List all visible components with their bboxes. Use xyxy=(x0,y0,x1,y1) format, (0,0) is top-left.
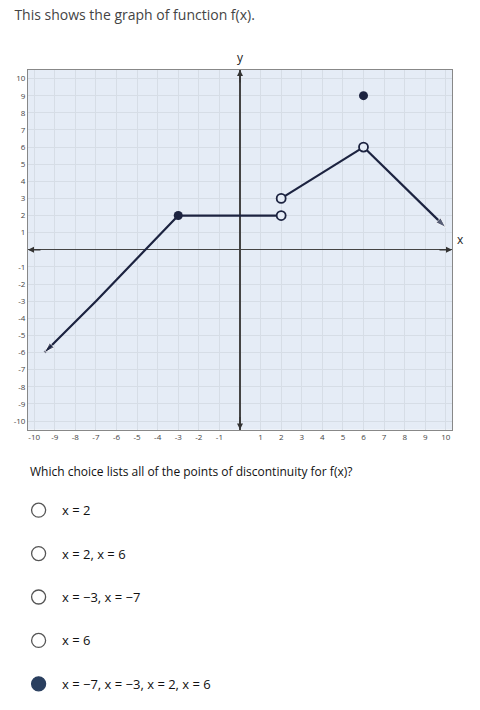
svg-text:x = 2: x = 2 xyxy=(62,501,90,519)
svg-text:x = −7, x = −3, x = 2, x = 6: x = −7, x = −3, x = 2, x = 6 xyxy=(62,675,211,693)
svg-text:-1: -1 xyxy=(18,261,25,272)
svg-text:-8: -8 xyxy=(72,431,80,442)
svg-text:-6: -6 xyxy=(113,431,121,442)
svg-text:3: 3 xyxy=(299,431,304,442)
svg-text:-3: -3 xyxy=(175,431,183,442)
svg-text:3: 3 xyxy=(21,192,26,203)
svg-text:-2: -2 xyxy=(18,278,26,289)
svg-text:-9: -9 xyxy=(18,398,26,409)
svg-text:y: y xyxy=(237,49,244,66)
svg-text:-7: -7 xyxy=(92,431,100,442)
svg-text:x = 2, x = 6: x = 2, x = 6 xyxy=(62,545,126,563)
svg-text:x = 6: x = 6 xyxy=(62,631,90,649)
svg-text:-10: -10 xyxy=(28,431,40,442)
svg-text:9: 9 xyxy=(423,431,428,442)
svg-text:1: 1 xyxy=(21,226,26,237)
svg-text:-6: -6 xyxy=(18,346,26,357)
svg-text:6: 6 xyxy=(361,431,366,442)
svg-text:-5: -5 xyxy=(18,329,26,340)
svg-text:-9: -9 xyxy=(51,431,59,442)
svg-text:-3: -3 xyxy=(18,295,26,306)
svg-text:8: 8 xyxy=(402,431,407,442)
svg-text:-8: -8 xyxy=(18,381,26,392)
svg-text:x: x xyxy=(457,231,464,248)
svg-text:5: 5 xyxy=(21,158,26,169)
svg-text:4: 4 xyxy=(320,431,325,442)
svg-text:1: 1 xyxy=(258,431,263,442)
svg-text:5: 5 xyxy=(341,431,346,442)
svg-text:-10: -10 xyxy=(14,415,26,426)
svg-text:10: 10 xyxy=(16,72,26,83)
svg-text:6: 6 xyxy=(21,141,26,152)
svg-text:-2: -2 xyxy=(195,431,203,442)
svg-text:7: 7 xyxy=(21,124,26,135)
svg-text:10: 10 xyxy=(441,431,451,442)
svg-text:8: 8 xyxy=(21,107,26,118)
svg-text:-4: -4 xyxy=(154,431,162,442)
svg-text:Which choice lists all of the: Which choice lists all of the points of … xyxy=(30,463,352,480)
svg-text:-1: -1 xyxy=(216,431,223,442)
svg-text:9: 9 xyxy=(21,89,26,100)
svg-text:2: 2 xyxy=(21,209,26,220)
svg-text:-4: -4 xyxy=(18,312,26,323)
svg-text:x = −3, x = −7: x = −3, x = −7 xyxy=(62,588,140,606)
svg-text:This shows the graph of functi: This shows the graph of function f(x). xyxy=(14,5,254,24)
svg-text:7: 7 xyxy=(382,431,387,442)
svg-text:-7: -7 xyxy=(18,363,26,374)
svg-text:4: 4 xyxy=(21,175,26,186)
svg-text:-5: -5 xyxy=(134,431,142,442)
svg-text:2: 2 xyxy=(279,431,284,442)
